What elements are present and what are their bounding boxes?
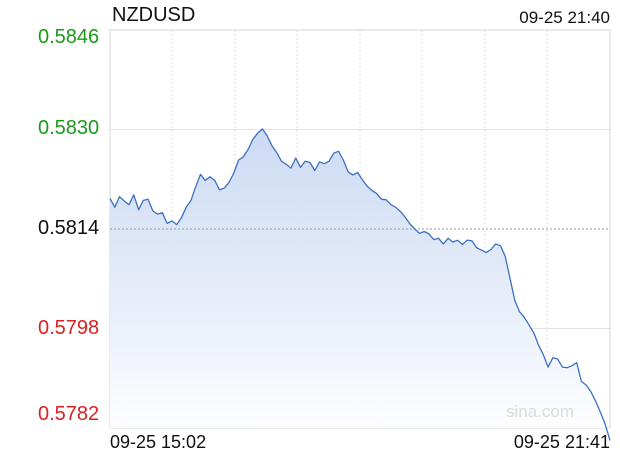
x-tick-label-start: 09-25 15:02 xyxy=(110,432,207,452)
y-tick-label-1: 0.5830 xyxy=(38,117,100,139)
y-tick-label-3: 0.5798 xyxy=(38,317,100,339)
sina-watermark: sina.com xyxy=(506,402,575,421)
x-tick-label-end: 09-25 21:41 xyxy=(513,432,610,452)
header-timestamp: 09-25 21:40 xyxy=(519,8,610,27)
y-tick-label-2: 0.5814 xyxy=(38,217,100,239)
symbol-title: NZDUSD xyxy=(112,4,196,26)
y-tick-label-4: 0.5782 xyxy=(38,403,100,425)
price-area-fill xyxy=(110,128,610,441)
y-tick-label-0: 0.5846 xyxy=(38,26,100,48)
price-series-line xyxy=(109,128,611,441)
